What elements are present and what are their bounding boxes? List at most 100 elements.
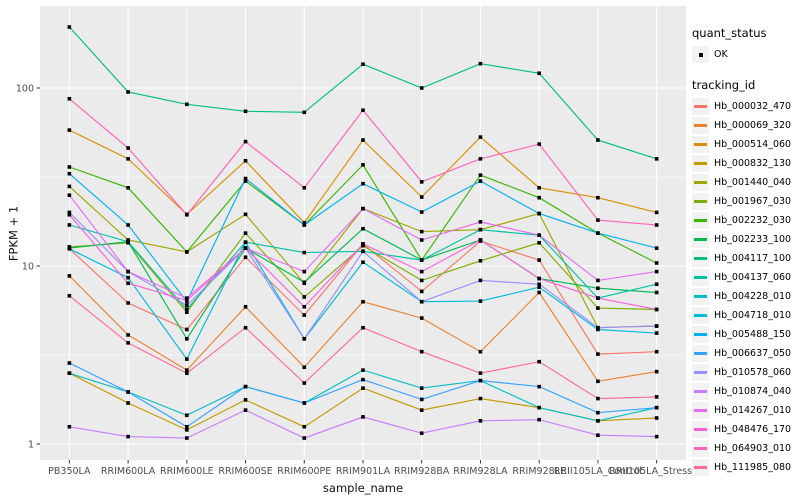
data-point	[185, 327, 189, 332]
data-point	[654, 307, 659, 312]
data-point	[126, 341, 130, 345]
data-point	[654, 416, 659, 420]
data-point	[243, 255, 248, 260]
data-point	[67, 212, 72, 217]
legend-item-label: Hb_001967_030	[714, 196, 792, 207]
data-point	[185, 250, 189, 254]
line-swatch-icon	[694, 143, 707, 146]
data-point	[361, 108, 365, 113]
data-point	[243, 240, 248, 245]
data-point	[243, 408, 248, 412]
legend-item-label: Hb_111985_080	[714, 462, 792, 473]
line-swatch-icon	[694, 124, 707, 127]
data-point	[243, 325, 248, 330]
data-point	[419, 278, 424, 283]
line-swatch-icon	[694, 314, 707, 317]
line-swatch-icon	[694, 276, 707, 279]
data-point	[654, 210, 659, 215]
legend-key-box	[692, 136, 709, 153]
data-point	[478, 349, 483, 354]
line-swatch-icon	[694, 390, 707, 393]
data-point	[243, 109, 248, 114]
data-point	[126, 281, 130, 286]
data-point	[361, 386, 365, 390]
line-swatch-icon	[694, 352, 707, 355]
line-swatch-icon	[694, 257, 707, 260]
data-point	[419, 289, 424, 294]
data-point	[596, 138, 600, 142]
legend-item-label: Hb_000832_130	[714, 158, 792, 169]
legend-key-box	[692, 174, 709, 191]
data-point	[596, 286, 600, 291]
legend-item-label: Hb_004137_060	[714, 272, 792, 283]
data-point	[596, 433, 600, 438]
legend-key-box	[692, 98, 709, 115]
data-point	[361, 249, 365, 254]
data-point	[419, 86, 424, 90]
data-point	[243, 212, 248, 217]
x-tick-label: PB350LA	[48, 466, 91, 477]
legend-key-box	[692, 326, 709, 343]
data-point	[243, 179, 248, 183]
data-point	[478, 278, 483, 283]
data-point	[67, 361, 72, 365]
data-point	[302, 424, 307, 429]
x-axis-title: sample_name	[322, 481, 404, 495]
data-point	[654, 246, 659, 250]
data-point	[302, 365, 307, 370]
data-point	[537, 405, 541, 410]
data-point	[126, 269, 130, 274]
y-tick-label: 10	[22, 262, 34, 273]
data-point	[596, 325, 600, 330]
data-point	[478, 179, 483, 183]
data-point	[185, 436, 189, 440]
legend-key-box	[692, 421, 709, 438]
line-swatch-icon	[694, 295, 707, 298]
data-point	[654, 331, 659, 335]
data-point	[185, 368, 189, 372]
legend-item-label: Hb_000514_060	[714, 139, 792, 150]
data-point	[596, 195, 600, 200]
legend-item-Hb_048476_170: Hb_048476_170	[692, 421, 798, 438]
data-point	[537, 285, 541, 290]
legend-spacer	[692, 65, 798, 78]
legend-item-Hb_006637_050: Hb_006637_050	[692, 345, 798, 362]
data-point	[596, 396, 600, 401]
legend-key-box	[692, 212, 709, 229]
data-point	[302, 110, 307, 115]
data-point	[67, 223, 72, 227]
data-point	[185, 413, 189, 418]
data-point	[654, 434, 659, 439]
legend-item-Hb_000832_130: Hb_000832_130	[692, 155, 798, 172]
data-point	[361, 299, 365, 304]
data-point	[596, 218, 600, 222]
data-point	[243, 139, 248, 144]
data-point	[478, 238, 483, 242]
data-point	[126, 275, 130, 280]
data-point	[537, 384, 541, 389]
line-swatch-icon	[694, 447, 707, 450]
x-tick-label: RRIM600LE	[160, 466, 214, 477]
data-point	[537, 290, 541, 295]
legend-key-box	[692, 155, 709, 172]
legend-item-label: Hb_004228_010	[714, 291, 792, 302]
x-tick-label: RRIM928LE	[512, 466, 566, 477]
data-point	[126, 401, 130, 405]
legend-item-label: Hb_000032_470	[714, 101, 792, 112]
data-point	[185, 303, 189, 308]
legend-item-Hb_004117_100: Hb_004117_100	[692, 250, 798, 267]
data-point	[185, 428, 189, 432]
data-point	[302, 401, 307, 405]
data-point	[67, 371, 72, 375]
legend-item-label: Hb_004718_010	[714, 310, 792, 321]
data-point	[302, 280, 307, 285]
data-point	[67, 274, 72, 278]
data-point	[654, 269, 659, 274]
line-swatch-icon	[694, 409, 707, 412]
data-point	[243, 384, 248, 389]
data-point	[67, 25, 72, 29]
data-point	[419, 349, 424, 354]
data-point	[478, 157, 483, 161]
data-point	[654, 324, 659, 328]
